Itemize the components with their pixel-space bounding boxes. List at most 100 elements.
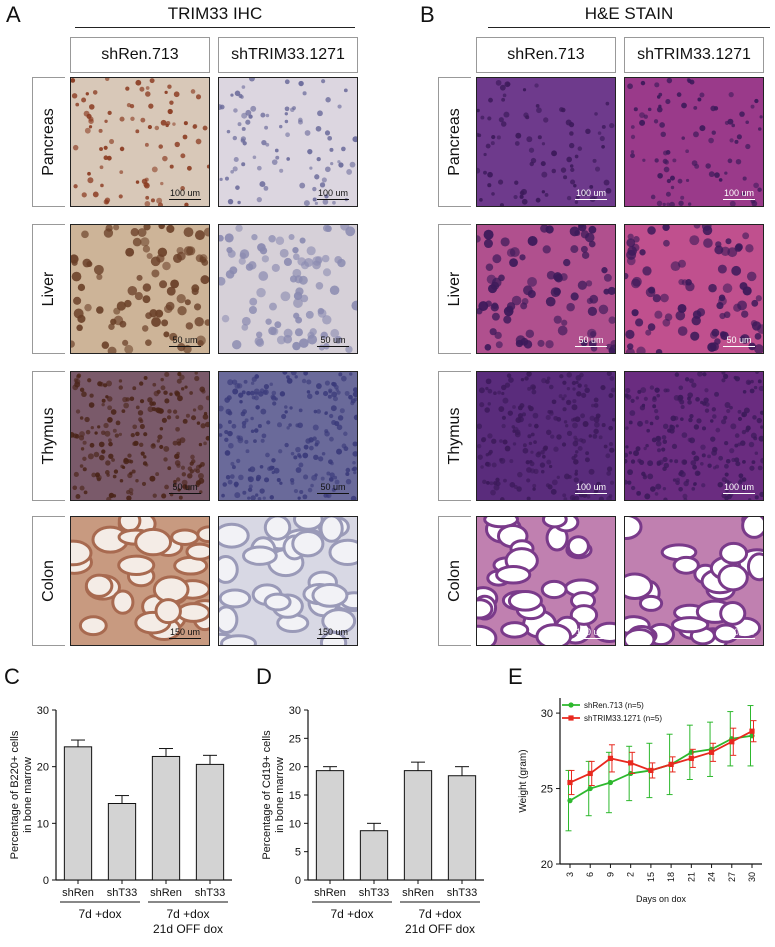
panel-b-title: H&E STAIN — [584, 4, 674, 23]
scale-bar-label: 50 um — [172, 482, 198, 492]
x-tick-label: shT33 — [359, 887, 390, 899]
scale-bar: 100 um — [317, 188, 349, 200]
y-tick-label: 25 — [289, 733, 301, 745]
group-label: 21d OFF dox — [153, 922, 223, 936]
scale-bar: 100 um — [723, 482, 755, 494]
y-tick-label: 30 — [37, 705, 49, 717]
x-tick-label: shRen — [150, 887, 182, 899]
scale-bar: 50 um — [575, 335, 607, 347]
scale-bar-label: 50 um — [172, 335, 198, 345]
group-label: 7d +dox — [418, 907, 461, 921]
panel-a-liver-control-image: 50 um — [70, 224, 210, 354]
x-tick-label: shRen — [314, 887, 346, 899]
scale-bar: 100 um — [723, 188, 755, 200]
x-tick-label: 15 — [646, 872, 656, 882]
scale-bar-label: 100 um — [317, 188, 349, 198]
scale-bar-label: 100 um — [723, 482, 755, 492]
y-tick-label: 20 — [541, 859, 553, 871]
bar — [151, 755, 181, 881]
panel-b-col-header-2: shTRIM33.1271 — [624, 37, 764, 73]
scale-bar: 150 um — [723, 627, 755, 639]
scale-bar-label: 50 um — [320, 482, 346, 492]
x-tick-label: shT33 — [195, 887, 226, 899]
panel-b-pancreas-control-image: 100 um — [476, 77, 616, 207]
scale-bar-label: 50 um — [726, 335, 752, 345]
x-tick-label: shRen — [402, 887, 434, 899]
data-point — [567, 798, 573, 804]
panel-a-pancreas-knockdown-image: 100 um — [218, 77, 358, 207]
panel-a-liver-knockdown-image: 50 um — [218, 224, 358, 354]
bar — [315, 770, 345, 881]
y-tick-label: 15 — [289, 790, 301, 802]
data-point — [708, 749, 715, 755]
scale-bar: 150 um — [575, 627, 607, 639]
panel-a-letter: A — [6, 2, 21, 27]
y-tick-label: 10 — [37, 818, 49, 830]
panel-b-thymus-control-image: 100 um — [476, 371, 616, 501]
scale-bar-label: 150 um — [317, 627, 349, 637]
y-axis-label: in bone marrow — [274, 757, 286, 833]
y-axis-label: Percentage of B220+ cells — [9, 730, 21, 859]
panel-b-col-header-1: shRen.713 — [476, 37, 616, 73]
scale-bar: 50 um — [723, 335, 755, 347]
chart-e-weight: 20 25 30 Weight (gram) 3 6 9 2 15 18 21 24 27 30 Days … — [518, 698, 762, 904]
y-tick-label: 5 — [295, 847, 301, 859]
x-tick-label: 2 — [626, 872, 636, 877]
panel-a-thymus-control-image: 50 um — [70, 371, 210, 501]
scale-bar-label: 100 um — [723, 188, 755, 198]
x-tick-label: 6 — [585, 872, 595, 877]
group-label: 7d +dox — [78, 907, 121, 921]
bar — [63, 746, 93, 881]
y-tick-label: 10 — [289, 818, 301, 830]
scale-bar-label: 100 um — [575, 482, 607, 492]
scale-bar-label: 50 um — [320, 335, 346, 345]
x-tick-label: shT33 — [447, 887, 478, 899]
data-point — [668, 761, 674, 767]
panel-b-row-header-thymus: Thymus — [438, 371, 471, 501]
group-label: 21d OFF dox — [405, 922, 475, 936]
scale-bar-label: 50 um — [578, 335, 604, 345]
panel-b-thymus-knockdown-image: 100 um — [624, 371, 764, 501]
bar — [107, 803, 137, 881]
data-point — [587, 770, 593, 777]
panel-e-letter: E — [508, 664, 523, 689]
scale-bar-label: 100 um — [169, 188, 201, 198]
panel-a-pancreas-control-image: 100 um — [70, 77, 210, 207]
x-tick-label: 24 — [707, 872, 717, 882]
panel-a-colon-control-image: 150 um — [70, 516, 210, 646]
data-point — [749, 728, 755, 734]
panel-a-title: TRIM33 IHC — [167, 4, 263, 23]
panel-b-letter: B — [420, 2, 435, 27]
y-tick-label: 25 — [541, 784, 553, 796]
bar — [359, 830, 389, 881]
x-tick-label: shRen — [62, 887, 94, 899]
panel-b-row-header-colon: Colon — [438, 516, 471, 646]
chart-d-cd19: 0 5 10 15 20 25 30 Percentage of Cd19+ cells in … — [261, 705, 484, 936]
group-label: 7d +dox — [330, 907, 373, 921]
scale-bar: 50 um — [317, 335, 349, 347]
data-point — [607, 755, 614, 761]
panel-a-colon-knockdown-image: 150 um — [218, 516, 358, 646]
x-tick-label: 3 — [565, 872, 575, 877]
y-tick-label: 20 — [37, 762, 49, 774]
legend-label: shTRIM33.1271 (n=5) — [584, 714, 662, 723]
y-tick-label: 30 — [541, 708, 553, 720]
scale-bar-label: 150 um — [575, 627, 607, 637]
panel-a-col-header-2: shTRIM33.1271 — [218, 37, 358, 73]
data-point — [607, 779, 614, 786]
x-tick-label: 9 — [605, 872, 615, 877]
data-point — [587, 785, 593, 792]
panel-a-row-header-liver: Liver — [32, 224, 65, 354]
panel-a-col-header-1: shRen.713 — [70, 37, 210, 73]
scale-bar: 50 um — [169, 335, 201, 347]
scale-bar-label: 150 um — [723, 627, 755, 637]
x-tick-label: 27 — [727, 872, 737, 882]
data-point — [688, 755, 694, 761]
bar — [403, 770, 433, 881]
data-point — [648, 767, 654, 774]
y-tick-label: 20 — [289, 762, 301, 774]
scale-bar-label: 100 um — [575, 188, 607, 198]
scale-bar: 50 um — [169, 482, 201, 494]
panel-b-pancreas-knockdown-image: 100 um — [624, 77, 764, 207]
data-point — [729, 739, 735, 745]
